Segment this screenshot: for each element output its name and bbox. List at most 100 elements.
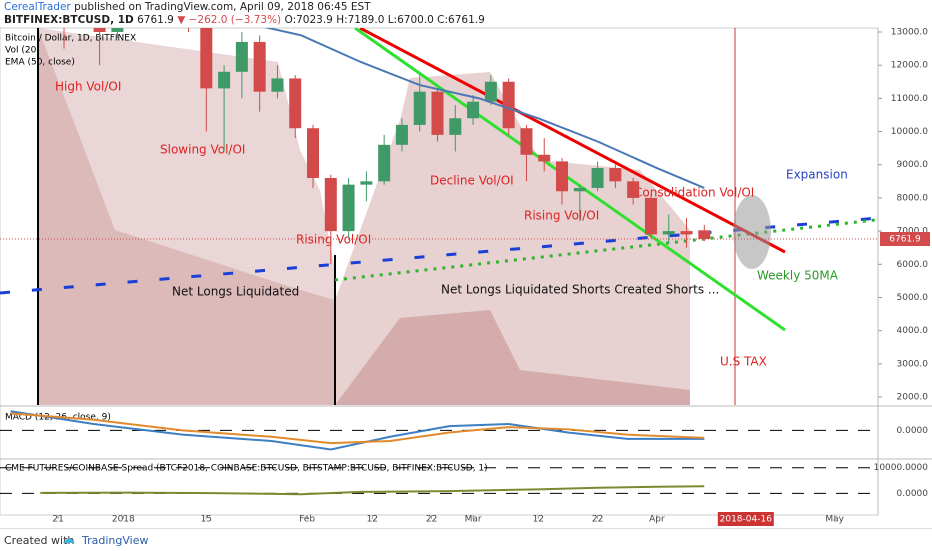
x-tick-label: 2018	[112, 515, 135, 525]
candle-body	[538, 154, 551, 162]
candle-body	[235, 41, 248, 72]
line	[40, 485, 705, 496]
candle-body	[644, 197, 657, 235]
candle-body	[573, 187, 586, 192]
candle-body	[591, 168, 604, 188]
line	[10, 410, 705, 451]
candle-body	[662, 231, 675, 235]
annotation: Net Longs Liquidated Shorts Created Shor…	[441, 283, 719, 297]
change: ▼ −262.0 (−3.73%)	[177, 14, 282, 26]
x-tick-label: Mar	[465, 515, 482, 525]
header-line: BITFINEX:BTCUSD, 1D 6761.9 ▼ −262.0 (−3.…	[4, 14, 485, 26]
legend-entry: Vol (20)	[5, 46, 40, 56]
y-tick-label: 8000.0	[897, 193, 929, 203]
annotation: U.S TAX	[720, 355, 767, 369]
annotation: Rising Vol/OI	[524, 209, 599, 223]
y-tick-label: 7000.0	[897, 227, 929, 237]
drawings	[0, 28, 878, 405]
y-tick-label: 6000.0	[897, 260, 929, 270]
candle-body	[449, 118, 462, 135]
last-price-box	[880, 232, 930, 247]
brand[interactable]: TradingView	[82, 534, 149, 547]
x-tick-label: Apr	[649, 515, 665, 525]
footer: Created with ☁ TradingView	[0, 528, 932, 551]
x-tick-label: 22	[426, 515, 437, 525]
author[interactable]: CerealTrader	[4, 1, 71, 13]
y-tick-label: 12000.0	[891, 61, 928, 71]
candle-body	[58, 0, 70, 5]
candle-body	[307, 128, 320, 179]
candle-body	[520, 128, 533, 155]
x-tick-label: Feb	[299, 515, 315, 525]
chart: Bitcoin / Dollar, 1D, BITFINEX Vol (20) …	[0, 0, 932, 526]
annotation: Slowing Vol/OI	[160, 143, 245, 157]
candle-body	[395, 124, 408, 145]
divider	[0, 28, 932, 515]
candle-body	[253, 41, 266, 92]
y-tick-label: 3000.0	[897, 359, 929, 369]
y-tick-label: 4000.0	[897, 326, 929, 336]
candle-body	[378, 144, 391, 182]
candle-body	[556, 161, 569, 192]
candle-body	[431, 91, 444, 135]
legend-entry: EMA (50, close)	[5, 58, 75, 68]
last-price-label: 6761.9	[889, 235, 921, 245]
x-tick-label: 22	[592, 515, 603, 525]
created-with: Created with	[4, 534, 75, 547]
candle-body	[183, 0, 195, 5]
candle-body	[324, 178, 337, 232]
candle-body	[218, 71, 231, 89]
annotation: Expansion	[786, 168, 848, 182]
candle-body	[289, 78, 302, 129]
candle-body	[200, 28, 213, 89]
candle-body	[76, 0, 88, 5]
y-tick-label: 0.0000	[897, 426, 929, 436]
annotation: Decline Vol/OI	[430, 174, 514, 188]
candle-body	[698, 230, 711, 240]
brand-icon: ☁	[62, 532, 75, 547]
ohlc: O:7023.9 H:7189.0 L:6700.0 C:6761.9	[284, 14, 485, 26]
candle-body	[111, 28, 124, 32]
x-tick-label: 12	[367, 515, 378, 525]
header-line: CerealTrader published on TradingView.co…	[4, 1, 371, 13]
candle-body	[271, 78, 284, 92]
x-tick-label: 21	[52, 515, 63, 525]
candle-body	[627, 181, 640, 198]
x-tick-label: 2018-04-16	[720, 515, 773, 525]
candle-body	[467, 101, 480, 119]
line	[10, 412, 705, 445]
y-tick-label: 10000.0000	[874, 463, 929, 473]
x-tick-label: May	[825, 515, 844, 525]
candle-body	[413, 91, 426, 125]
y-tick-label: 0.0000	[897, 489, 929, 499]
x-tick-label: 15	[201, 515, 212, 525]
candle-body	[609, 168, 622, 182]
y-tick-label: 11000.0	[891, 94, 928, 104]
candle-body	[502, 81, 515, 129]
y-tick-label: 9000.0	[897, 160, 929, 170]
published: published on TradingView.com, April 09, …	[74, 1, 371, 13]
y-tick-label: 10000.0	[891, 127, 928, 137]
y-tick-label: 2000.0	[897, 393, 929, 403]
candle-body	[93, 28, 106, 32]
annotation: Net Longs Liquidated	[172, 285, 299, 299]
annotation: Weekly 50MA	[757, 269, 839, 283]
price-pane	[58, 0, 711, 265]
candle-body	[680, 231, 693, 235]
candle-body	[360, 181, 373, 185]
candle-body	[129, 0, 141, 15]
y-tick-label: 5000.0	[897, 293, 929, 303]
chart-title: Bitcoin / Dollar, 1D, BITFINEX	[5, 34, 136, 44]
date-highlight	[717, 512, 774, 526]
annotation: High Vol/OI	[55, 80, 121, 94]
y-tick-label: 13000.0	[891, 27, 928, 37]
candle-body	[484, 81, 497, 102]
pane-title: CME FUTURES/COINBASE Spread (BTCF2018, C…	[5, 464, 488, 474]
annotation: Consolidation Vol/OI	[634, 186, 754, 200]
line	[263, 28, 705, 189]
candle-body	[342, 184, 355, 232]
symbol: BITFINEX:BTCUSD, 1D	[4, 14, 134, 26]
x-tick-label: 12	[533, 515, 544, 525]
last: 6761.9	[137, 14, 174, 26]
